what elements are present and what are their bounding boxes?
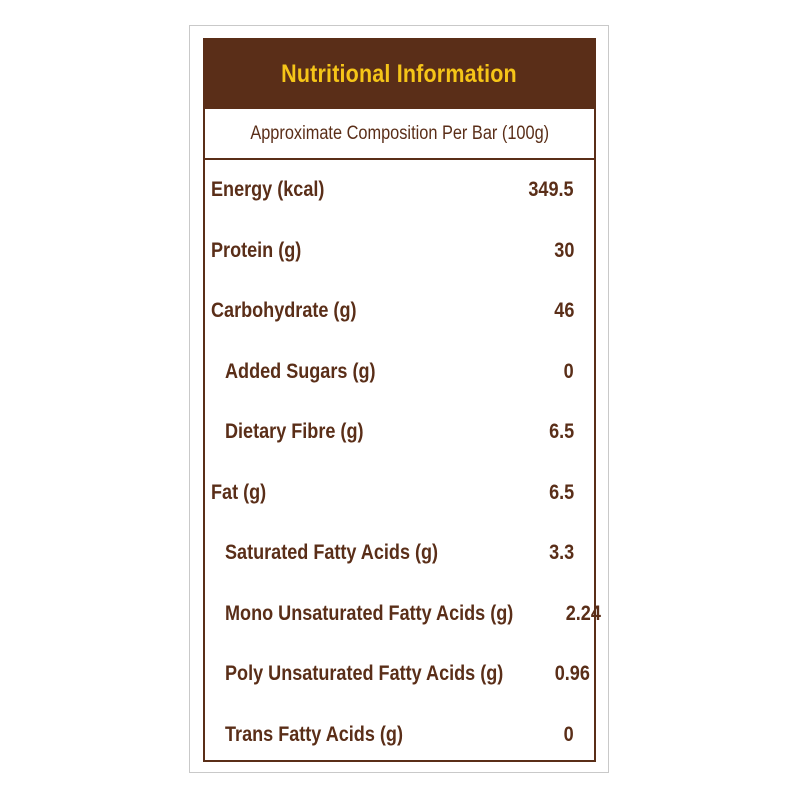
- nutrient-label: Fat (g): [211, 480, 267, 504]
- nutrient-label: Protein (g): [211, 238, 302, 262]
- nutrient-row-added-sugars: Added Sugars (g) 0: [205, 342, 594, 403]
- nutrient-row-energy: Energy (kcal) 349.5: [205, 160, 594, 221]
- serving-description: Approximate Composition Per Bar (100g): [250, 122, 549, 144]
- panel-title: Nutritional Information: [281, 60, 518, 88]
- nutrient-label: Trans Fatty Acids (g): [225, 722, 403, 746]
- nutrient-value: 0: [563, 722, 574, 746]
- nutrient-value: 0.96: [554, 662, 590, 686]
- nutrient-row-protein: Protein (g) 30: [205, 221, 594, 282]
- nutrient-value: 349.5: [528, 178, 574, 202]
- nutrient-row-carbohydrate: Carbohydrate (g) 46: [205, 281, 594, 342]
- nutrient-value: 0: [563, 359, 574, 383]
- panel-subheader: Approximate Composition Per Bar (100g): [205, 109, 594, 160]
- nutrient-label: Carbohydrate (g): [211, 299, 357, 323]
- nutrient-value: 6.5: [548, 480, 574, 504]
- nutrient-value: 2.24: [565, 601, 602, 625]
- nutrient-value: 46: [553, 299, 574, 323]
- nutrient-label: Dietary Fibre (g): [225, 420, 364, 444]
- nutrient-row-dietary-fibre: Dietary Fibre (g) 6.5: [205, 402, 594, 463]
- nutrient-table: Energy (kcal) 349.5 Protein (g) 30 Carbo…: [205, 160, 601, 766]
- panel-header: Nutritional Information: [205, 40, 594, 109]
- nutrient-value: 3.3: [548, 541, 574, 565]
- nutrient-label: Saturated Fatty Acids (g): [225, 541, 439, 565]
- nutrient-value: 6.5: [548, 420, 574, 444]
- nutrient-row-poly-unsaturated-fat: Poly Unsaturated Fatty Acids (g) 0.96: [205, 644, 594, 705]
- nutrient-value: 30: [553, 238, 574, 262]
- nutrient-label: Added Sugars (g): [225, 359, 376, 383]
- nutrient-row-saturated-fat: Saturated Fatty Acids (g) 3.3: [205, 523, 594, 584]
- nutrient-label: Energy (kcal): [211, 178, 325, 202]
- nutrient-label: Mono Unsaturated Fatty Acids (g): [225, 601, 514, 625]
- nutrient-row-trans-fat: Trans Fatty Acids (g) 0: [205, 705, 594, 766]
- nutrition-panel: Nutritional Information Approximate Comp…: [203, 38, 601, 766]
- nutrient-row-mono-unsaturated-fat: Mono Unsaturated Fatty Acids (g) 2.24: [205, 584, 601, 645]
- nutrient-row-fat: Fat (g) 6.5: [205, 463, 594, 524]
- nutrient-label: Poly Unsaturated Fatty Acids (g): [225, 662, 504, 686]
